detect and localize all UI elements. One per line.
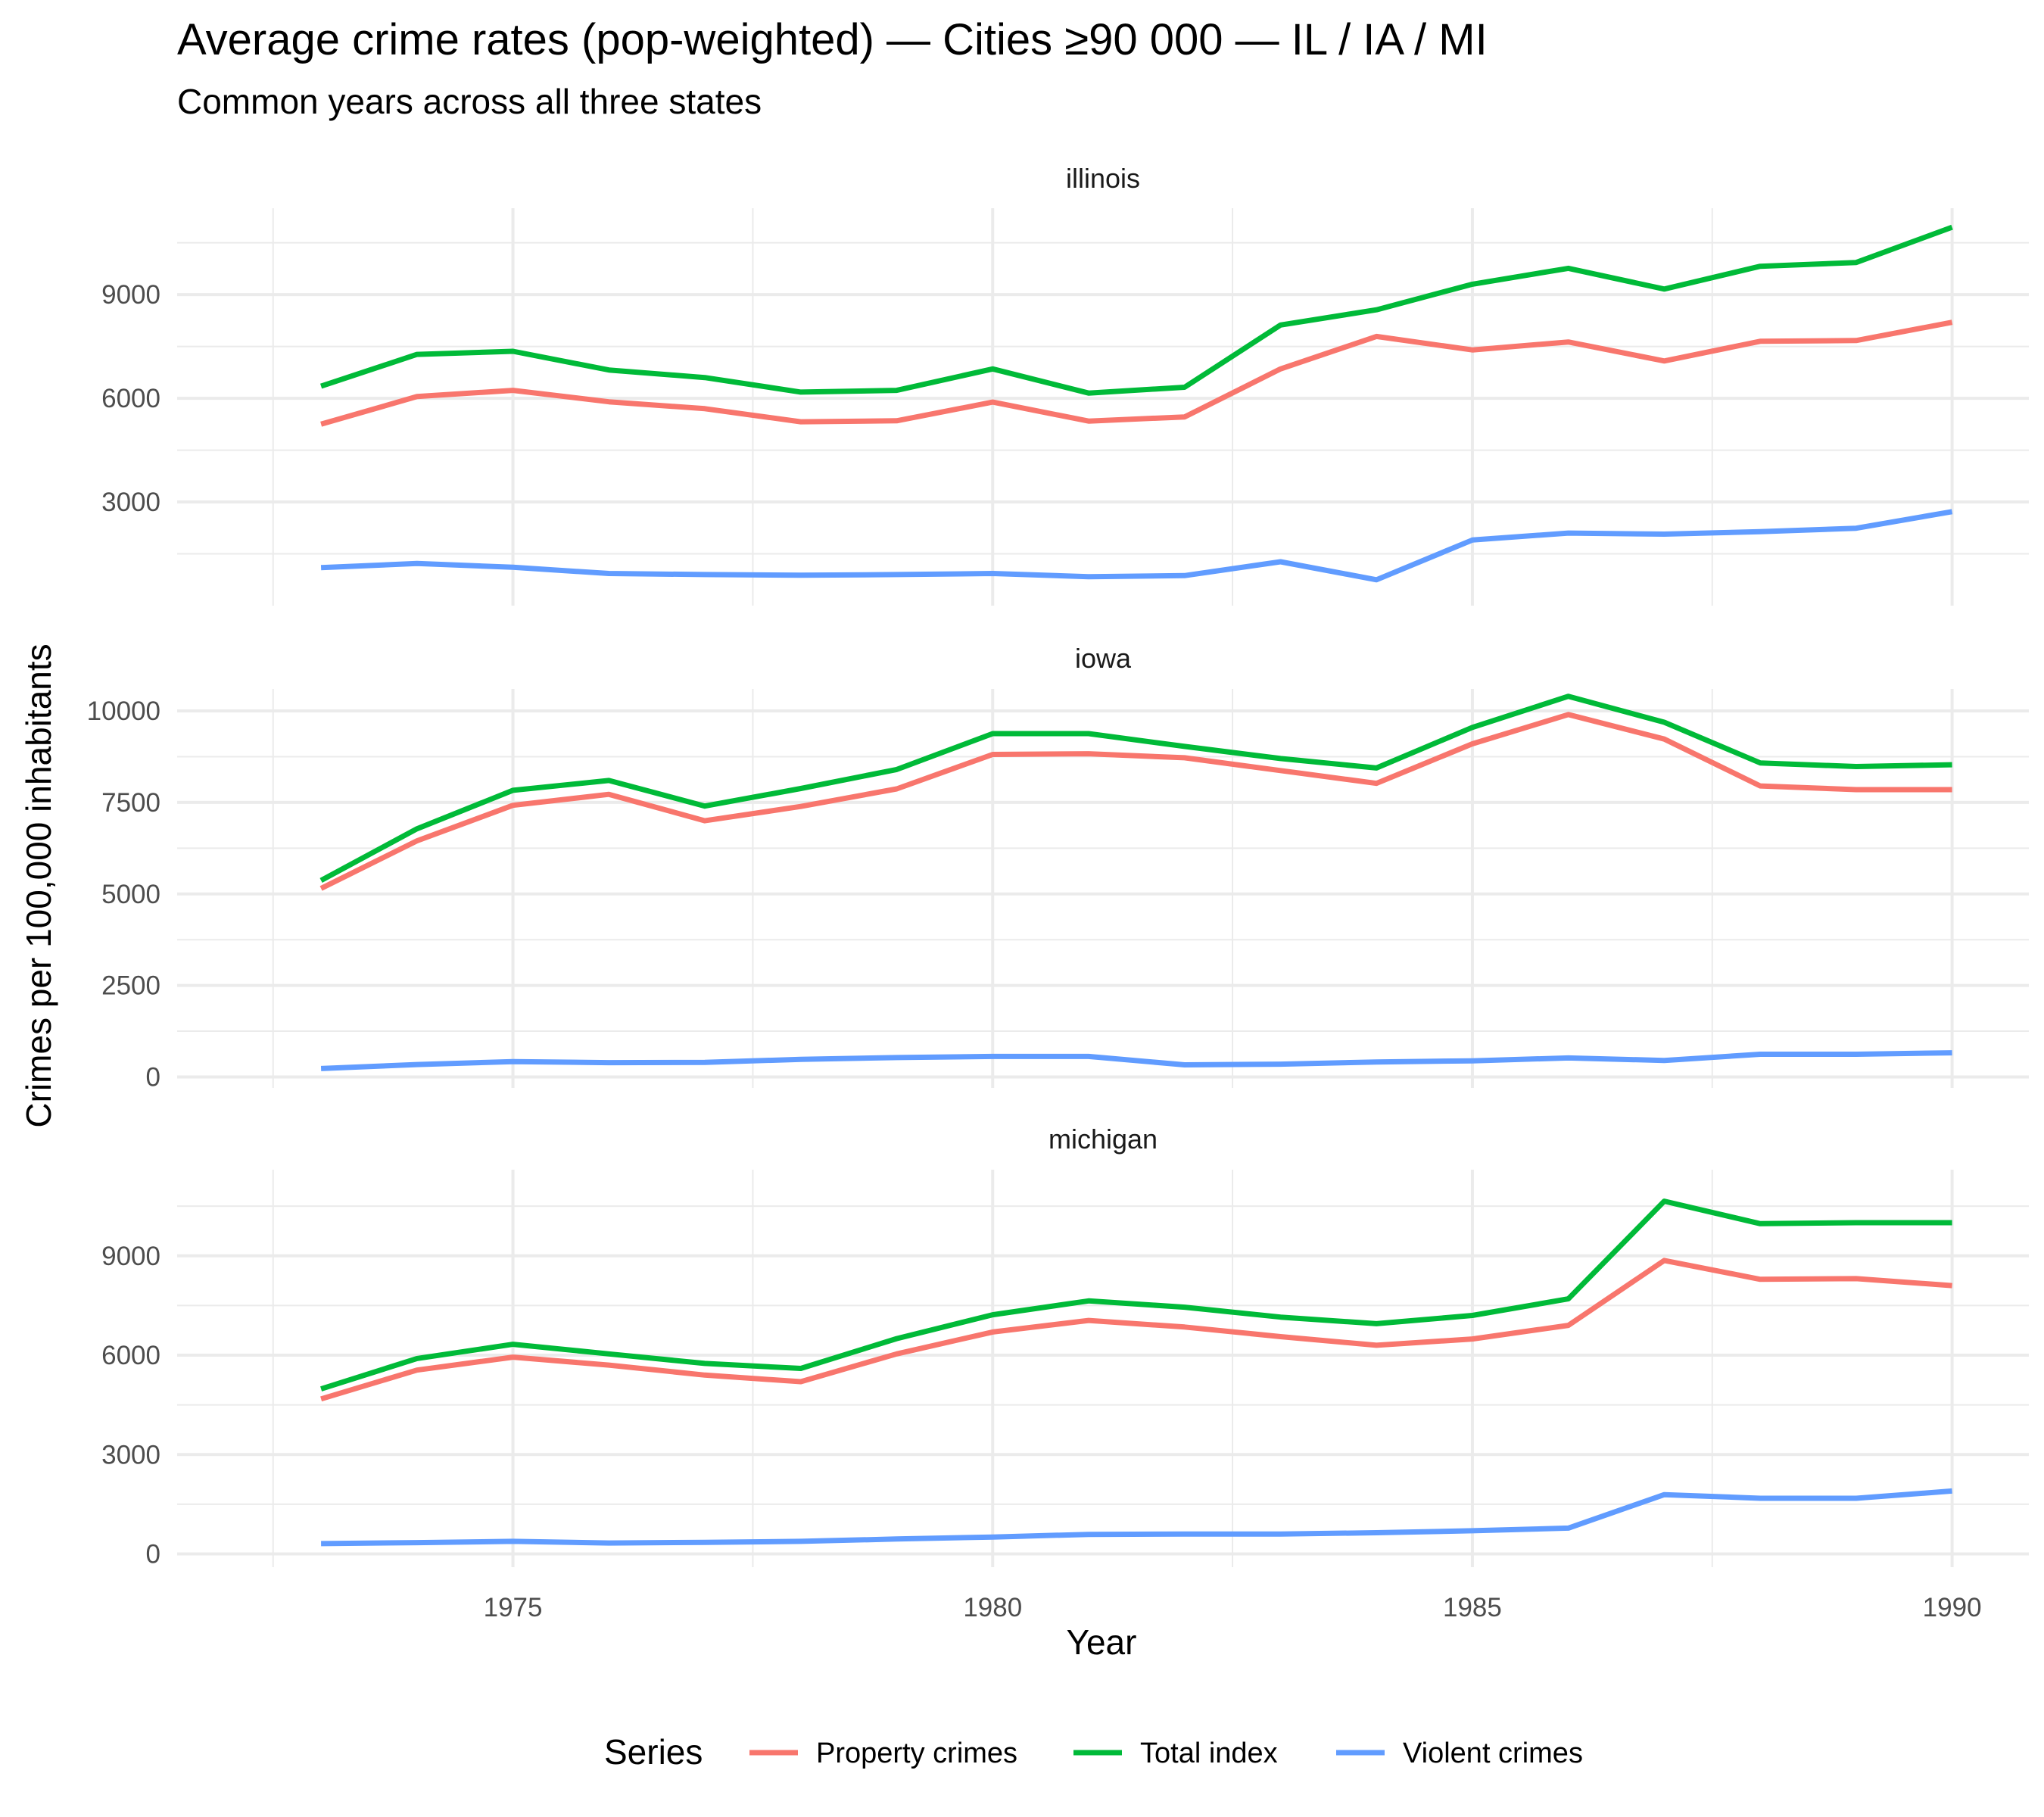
- y-tick-label: 3000: [101, 1440, 160, 1469]
- legend-label: Total index: [1140, 1738, 1278, 1769]
- series-line-total-index: [320, 1198, 1952, 1392]
- x-tick-label: 1990: [1923, 1593, 1982, 1622]
- facet-panel-michigan: michigan 0 3000 6000 9000: [101, 1124, 2029, 1569]
- chart-title: Average crime rates (pop-weighted) — Cit…: [177, 15, 1488, 64]
- x-tick-label: 1985: [1443, 1593, 1502, 1622]
- series-line-total-index: [319, 693, 1952, 883]
- facet-strip-label: illinois: [1066, 163, 1140, 194]
- series-line-total-index: [319, 224, 1953, 396]
- x-tick-label: 1980: [963, 1593, 1022, 1622]
- legend-entry: Total index: [1073, 1738, 1278, 1769]
- y-tick-label: 10000: [87, 697, 160, 726]
- legend: Series Property crimes Total index Violent…: [604, 1732, 1583, 1772]
- y-tick-label: 0: [146, 1540, 160, 1569]
- legend-title: Series: [604, 1732, 703, 1772]
- x-axis-title: Year: [1067, 1622, 1137, 1662]
- x-tick-label: 1975: [484, 1593, 543, 1622]
- series-line-property-crimes: [320, 1258, 1952, 1402]
- facet-panel-iowa: iowa 0 2500 5000 7500 10000: [87, 643, 2029, 1092]
- y-tick-label: 7500: [101, 788, 160, 818]
- legend-label: Violent crimes: [1403, 1738, 1583, 1769]
- series-line-property-crimes: [320, 319, 1953, 427]
- series-line-violent-crimes: [321, 1488, 1952, 1547]
- y-tick-label: 3000: [101, 488, 160, 517]
- y-tick-label: 6000: [101, 384, 160, 413]
- series-line-violent-crimes: [320, 509, 1953, 583]
- facet-panels: illinois 3000 6000 9000 iowa 0 2500 5000 7500 100…: [87, 163, 2029, 1622]
- y-tick-label: 6000: [101, 1341, 160, 1370]
- legend-entry: Violent crimes: [1336, 1738, 1583, 1769]
- facet-strip-label: iowa: [1075, 643, 1132, 674]
- y-tick-label: 5000: [101, 880, 160, 909]
- legend-entry: Property crimes: [749, 1738, 1017, 1769]
- facet-panel-illinois: illinois 3000 6000 9000: [101, 163, 2029, 606]
- series-line-property-crimes: [319, 712, 1952, 891]
- legend-label: Property crimes: [816, 1738, 1017, 1769]
- series-line-violent-crimes: [320, 1050, 1952, 1071]
- facet-strip-label: michigan: [1048, 1124, 1158, 1155]
- y-tick-label: 0: [146, 1062, 160, 1092]
- y-axis-title: Crimes per 100,000 inhabitants: [19, 644, 58, 1127]
- y-tick-label: 9000: [101, 1242, 160, 1271]
- y-tick-label: 2500: [101, 971, 160, 1001]
- chart-subtitle: Common years across all three states: [177, 82, 762, 121]
- y-tick-label: 9000: [101, 280, 160, 310]
